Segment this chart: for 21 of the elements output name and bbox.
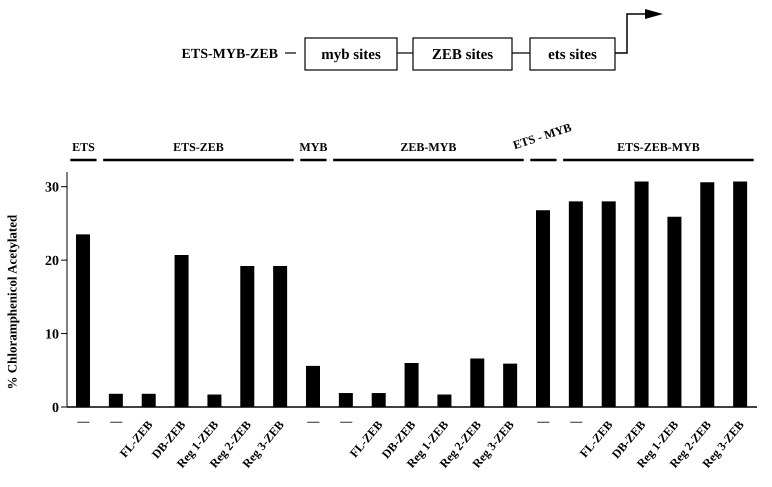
y-tick-label: 10 — [45, 328, 59, 343]
text: ETS - MYB — [511, 120, 574, 152]
text: myb sites — [321, 47, 381, 63]
y-tick-label: 0 — [52, 400, 59, 416]
text: ets sites — [548, 47, 598, 63]
text: ZEB sites — [432, 47, 494, 63]
y-tick-label: 20 — [45, 254, 59, 270]
text: ETS-ZEB — [173, 140, 224, 154]
x-tick-label: — — [536, 414, 550, 428]
text: MYB — [299, 140, 328, 154]
x-tick-label: — — [339, 414, 354, 428]
x-tick-label: — — [306, 414, 320, 428]
y-axis-title: % Chloramphenicol Acetylated — [4, 214, 20, 390]
text: ZEB-MYB — [400, 140, 456, 154]
text: ETS-ZEB-MYB — [617, 140, 700, 154]
x-tick-label: — — [109, 414, 124, 428]
x-tick-label: — — [76, 414, 90, 428]
text: ETS — [72, 140, 96, 154]
text: ETS-MYB-ZEB — [182, 47, 278, 62]
x-tick-label: — — [569, 414, 584, 428]
y-tick-label: 30 — [45, 180, 59, 196]
